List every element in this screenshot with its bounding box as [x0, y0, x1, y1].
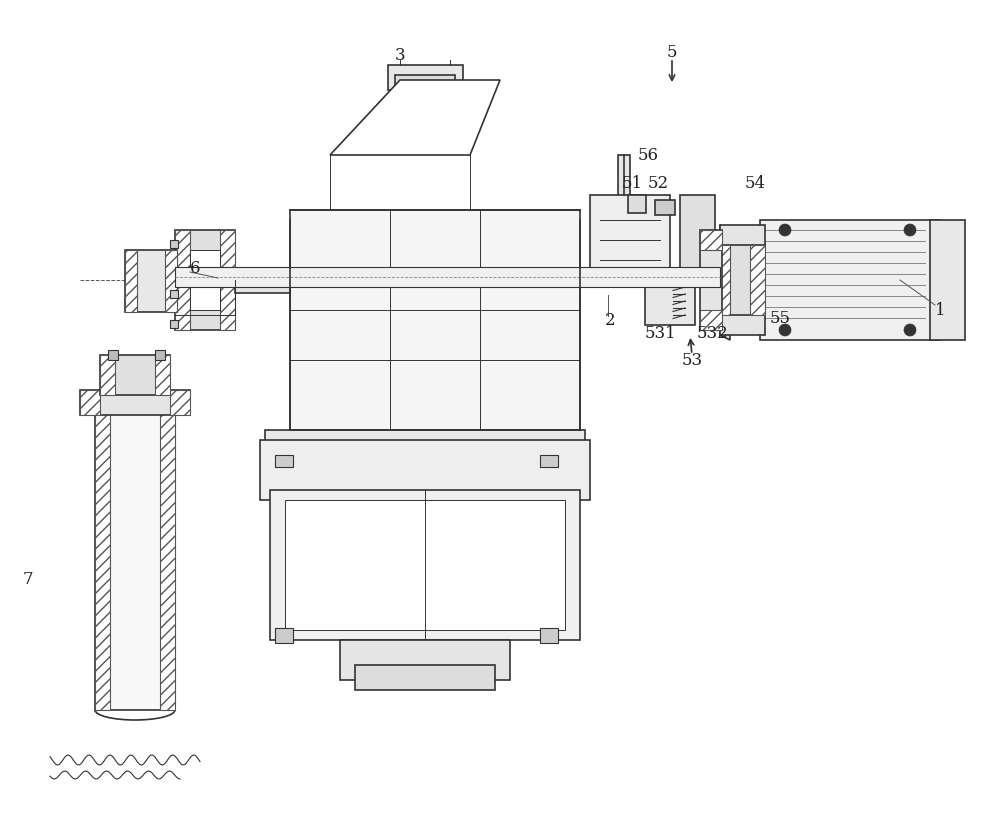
Bar [170, 320, 178, 328]
Bar [108, 350, 118, 360]
Circle shape [779, 224, 791, 236]
Bar [125, 250, 137, 312]
Text: 53: 53 [681, 351, 703, 368]
Bar [175, 267, 720, 287]
Bar [388, 65, 463, 90]
Bar [618, 155, 630, 285]
Bar [275, 628, 293, 643]
Text: 6: 6 [190, 259, 200, 276]
Bar [715, 245, 765, 315]
Text: 7: 7 [23, 571, 33, 588]
Bar [628, 195, 646, 213]
Bar [100, 355, 170, 395]
Bar [700, 230, 722, 330]
Circle shape [904, 224, 916, 236]
Text: 51: 51 [621, 174, 643, 192]
Bar [165, 250, 177, 312]
Bar [235, 268, 290, 293]
Bar [700, 310, 722, 330]
Bar [95, 410, 110, 710]
Bar [680, 195, 715, 285]
Bar [175, 230, 190, 330]
Text: 531: 531 [644, 324, 676, 341]
Bar [260, 440, 590, 500]
Bar [355, 665, 495, 690]
Text: 532: 532 [696, 324, 728, 341]
Bar [275, 455, 293, 467]
Bar [125, 250, 177, 312]
Bar [340, 640, 510, 680]
Bar [95, 410, 175, 710]
Text: 55: 55 [770, 310, 790, 327]
Bar [100, 355, 115, 395]
Bar [720, 225, 765, 335]
Text: 1: 1 [935, 302, 945, 319]
Polygon shape [330, 80, 500, 155]
Text: 3: 3 [395, 46, 405, 64]
Text: 2: 2 [605, 311, 615, 328]
Bar [540, 455, 558, 467]
Bar [590, 195, 670, 275]
Text: 52: 52 [647, 174, 669, 192]
Bar [220, 230, 235, 330]
Bar [170, 390, 190, 415]
Bar [155, 350, 165, 360]
Bar [160, 410, 175, 710]
Circle shape [904, 324, 916, 336]
Bar [80, 390, 190, 415]
Polygon shape [720, 225, 730, 340]
Bar [270, 490, 580, 640]
Bar [285, 500, 565, 630]
Text: 54: 54 [744, 174, 766, 192]
Bar [155, 355, 170, 395]
Bar [645, 270, 695, 325]
Bar [750, 245, 765, 315]
Bar [80, 390, 100, 415]
Bar [265, 430, 585, 460]
Bar [395, 75, 455, 105]
Bar [190, 250, 220, 310]
Bar [655, 200, 675, 215]
Bar [540, 628, 558, 643]
Bar [715, 245, 730, 315]
Bar [175, 230, 235, 330]
Bar [170, 240, 178, 248]
Text: 5: 5 [667, 43, 677, 60]
Bar [290, 210, 580, 430]
Text: 56: 56 [638, 147, 658, 164]
Bar [700, 230, 722, 250]
Bar [170, 290, 178, 298]
Bar [930, 220, 965, 340]
Bar [760, 220, 940, 340]
Circle shape [779, 324, 791, 336]
